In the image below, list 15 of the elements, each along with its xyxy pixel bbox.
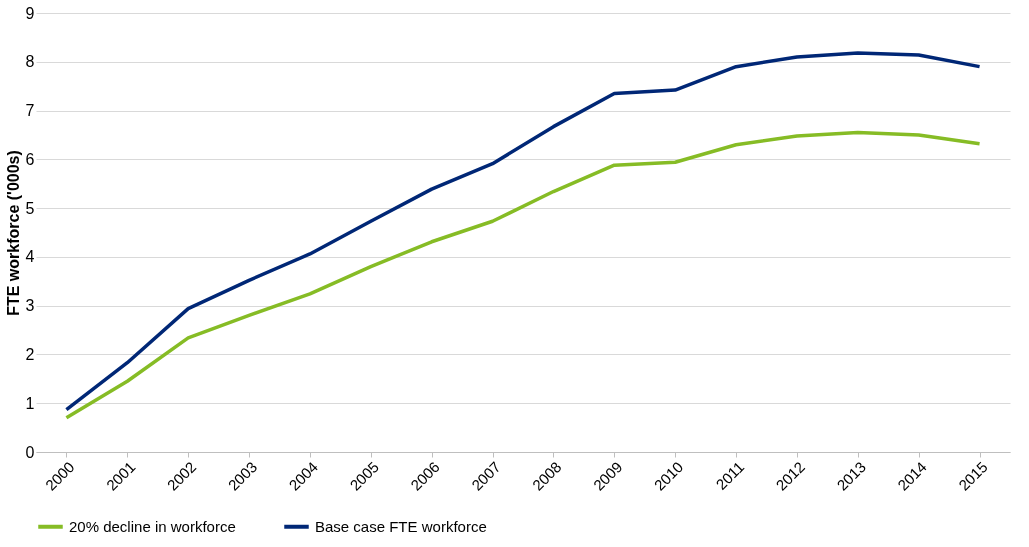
y-tick-label: 3 bbox=[25, 297, 35, 315]
line-series bbox=[64, 130, 982, 420]
y-tick-label: 8 bbox=[25, 53, 35, 71]
legend-label: Base case FTE workforce bbox=[315, 517, 487, 535]
y-tick-label: 0 bbox=[25, 443, 35, 461]
y-tick-label: 9 bbox=[25, 4, 35, 22]
legend-label: 20% decline in workforce bbox=[69, 517, 236, 535]
y-tick-label: 1 bbox=[25, 394, 35, 412]
y-tick-label: 7 bbox=[25, 102, 35, 120]
y-tick-label: 6 bbox=[25, 150, 35, 168]
y-tick-label: 2 bbox=[25, 345, 35, 363]
y-axis-title: FTE workforce ('000s) bbox=[4, 150, 22, 316]
line-series bbox=[64, 51, 982, 412]
y-tick-label: 5 bbox=[25, 199, 35, 217]
y-tick-label: 4 bbox=[25, 248, 35, 266]
